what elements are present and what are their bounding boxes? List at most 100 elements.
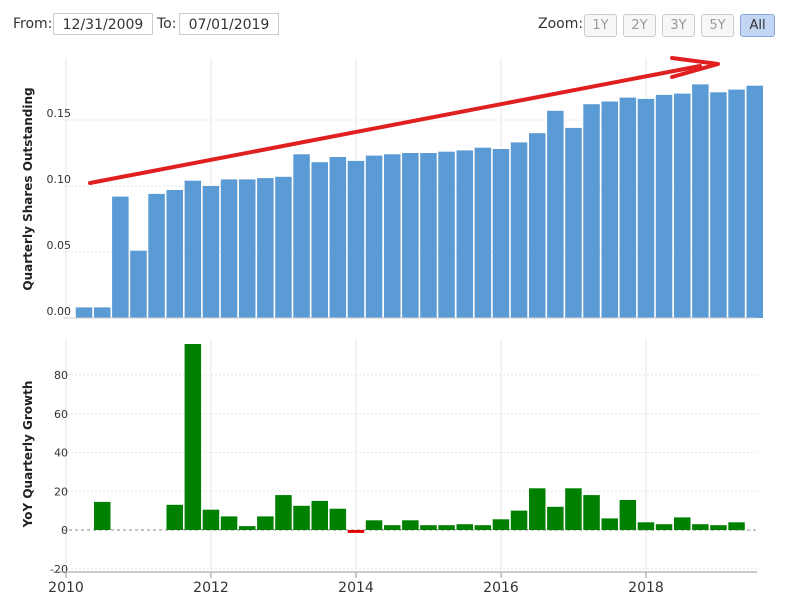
bottom-ytick-label: -20 [50,563,68,576]
to-date-input[interactable]: 07/01/2019 [179,13,279,35]
growth-bar [710,525,727,530]
shares-bar [347,160,365,318]
shares-bar [112,196,129,318]
x-tick-label: 2012 [193,580,229,596]
from-label: From: [13,16,53,32]
shares-bar [202,186,220,318]
shares-bar [239,179,256,318]
shares-bar [674,93,691,318]
growth-bar [329,508,347,530]
shares-bar [583,104,600,318]
from-date-input[interactable]: 12/31/2009 [53,13,153,35]
shares-bar [438,151,455,318]
growth-bar [184,344,202,530]
shares-bar [130,250,147,318]
shares-bar [492,149,510,318]
shares-bar [293,154,310,318]
growth-bar [94,501,111,530]
shares-bar [257,178,274,318]
shares-bar [148,193,165,318]
bottom-ylabel: YoY Quarterly Growth [21,381,35,529]
x-tick-label: 2018 [628,580,664,596]
top-ytick-label: 0.05 [47,239,72,252]
zoom-all-button[interactable]: All [740,14,775,37]
growth-bar [655,524,673,530]
shares-bar [166,190,183,318]
x-tick-label: 2014 [338,580,374,596]
shares-bar [547,110,564,318]
shares-bar [94,307,111,318]
growth-bar [529,488,546,530]
growth-bar [311,500,328,530]
shares-bar [184,180,202,318]
growth-bar [492,519,510,530]
zoom-label: Zoom: [538,16,584,32]
shares-bar [275,176,292,318]
shares-bar [619,97,637,318]
to-label: To: [157,16,177,32]
shares-bar [474,147,492,318]
shares-bar [746,85,763,318]
growth-bar [220,516,238,530]
growth-bar [402,520,419,530]
shares-bar [420,153,437,318]
growth-bar [202,509,220,530]
trend-arrow-head [670,56,720,79]
bottom-ytick-label: 20 [54,485,68,498]
growth-bar [474,525,492,530]
top-ytick-label: 0.10 [47,173,72,186]
bottom-ytick-label: 60 [54,408,68,421]
growth-bar [674,517,691,530]
growth-bar [510,510,528,530]
shares-bar [601,101,618,318]
growth-bar [583,495,600,530]
top-ytick-label: 0.00 [47,305,72,318]
shares-bar [692,84,709,319]
shares-bar [311,162,328,318]
growth-bar [547,506,564,531]
zoom-1y-button[interactable]: 1Y [584,14,617,37]
growth-bar [438,525,455,530]
growth-bar [257,516,274,530]
top-ytick-label: 0.15 [47,107,72,120]
bottom-ytick-label: 40 [54,447,68,460]
shares-bar [510,142,528,318]
x-tick-label: 2010 [48,580,84,596]
growth-bar [619,500,637,530]
shares-bar [456,150,473,318]
shares-bar [402,153,419,318]
shares-bar [384,154,401,318]
growth-bar [637,522,655,531]
growth-bar [692,524,709,530]
growth-bar [456,524,473,530]
growth-bar [275,495,292,530]
growth-bar [601,518,618,530]
bottom-ytick-label: 0 [61,524,68,537]
growth-bar [565,488,582,530]
growth-bar [166,504,183,530]
bottom-ytick-label: 80 [54,369,68,382]
zoom-3y-button[interactable]: 3Y [662,14,695,37]
toolbar: From: 12/31/2009 To: 07/01/2019 Zoom: 1Y… [0,0,787,46]
x-tick-label: 2016 [483,580,519,596]
growth-bar [384,525,401,530]
trend-arrow-line [88,64,702,185]
growth-bar [239,526,256,530]
growth-bar [365,520,383,530]
growth-bar [420,525,437,530]
shares-bar [365,155,383,318]
shares-bar [710,92,727,318]
shares-bar [655,94,673,319]
zoom-5y-button[interactable]: 5Y [701,14,734,37]
shares-bar [75,307,93,318]
growth-bars [94,344,745,533]
zoom-2y-button[interactable]: 2Y [623,14,656,37]
shares-bar [565,127,582,319]
trend-arrow [88,56,720,185]
shares-bar [329,157,347,318]
top-ylabel: Quarterly Shares Outstanding [21,87,35,290]
shares-bar [220,179,238,318]
shares-bar [529,133,546,318]
shares-bar [637,98,655,319]
